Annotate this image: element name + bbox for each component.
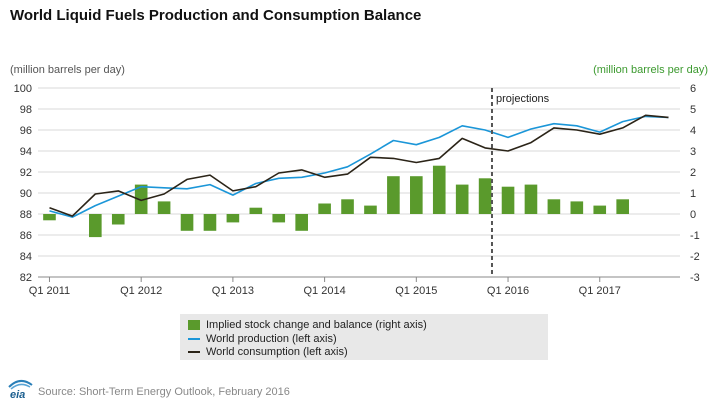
right-tick-label: -1 xyxy=(690,230,700,242)
chart-title: World Liquid Fuels Production and Consum… xyxy=(10,7,422,24)
x-tick-label: Q1 2017 xyxy=(579,285,621,297)
stock-change-bar xyxy=(616,199,629,214)
right-tick-label: 2 xyxy=(690,167,696,179)
left-axis-label: (million barrels per day) xyxy=(10,64,125,76)
right-tick-label: -3 xyxy=(690,272,700,284)
right-tick-label: 4 xyxy=(690,125,696,137)
left-tick-label: 92 xyxy=(20,167,32,179)
legend-item-bars: Implied stock change and balance (right … xyxy=(188,319,427,331)
right-tick-label: 3 xyxy=(690,146,696,158)
stock-change-bar xyxy=(43,214,56,221)
legend-label-consumption: World consumption (left axis) xyxy=(206,346,348,358)
stock-change-bar xyxy=(134,184,148,214)
legend-item-production: World production (left axis) xyxy=(188,333,337,345)
stock-change-bar xyxy=(180,214,194,231)
left-tick-label: 96 xyxy=(20,125,32,137)
stock-change-bar xyxy=(547,199,561,214)
right-tick-label: 5 xyxy=(690,104,696,116)
stock-change-bar xyxy=(341,199,354,214)
legend: Implied stock change and balance (right … xyxy=(180,314,548,360)
x-tick-label: Q1 2011 xyxy=(29,285,70,297)
legend-swatch-bars xyxy=(188,320,200,331)
x-tick-label: Q1 2012 xyxy=(120,285,162,297)
left-tick-label: 88 xyxy=(20,209,32,221)
stock-change-bar xyxy=(226,214,240,223)
left-tick-label: 100 xyxy=(14,83,32,95)
left-axis-ticks: 82 84 86 88 90 92 94 96 98 100 xyxy=(14,83,32,284)
x-tick-label: Q1 2014 xyxy=(304,285,346,297)
logo-text: eia xyxy=(10,389,25,400)
stock-change-bar xyxy=(364,205,377,214)
left-tick-label: 90 xyxy=(20,188,32,200)
x-axis-ticks: Q1 2011 Q1 2012 Q1 2013 Q1 2014 Q1 2015 Q1 20… xyxy=(29,277,621,297)
stock-change-bar xyxy=(203,214,217,231)
x-tick-label: Q1 2016 xyxy=(487,285,529,297)
right-axis-label: (million barrels per day) xyxy=(593,64,708,76)
right-axis-ticks: -3 -2 -1 0 1 2 3 4 5 6 xyxy=(690,83,700,284)
production-line xyxy=(49,115,669,218)
right-tick-label: 6 xyxy=(690,83,696,95)
gridlines xyxy=(38,87,680,257)
stock-change-bar xyxy=(410,176,423,214)
right-tick-label: 0 xyxy=(690,209,696,221)
projection-label: projections xyxy=(496,93,550,105)
consumption-line xyxy=(49,114,669,217)
stock-change-bar xyxy=(249,207,263,214)
legend-item-consumption: World consumption (left axis) xyxy=(188,346,348,358)
left-tick-label: 82 xyxy=(20,272,32,284)
stock-change-bar xyxy=(524,184,538,214)
source-note: Source: Short-Term Energy Outlook, Febru… xyxy=(38,386,290,398)
left-tick-label: 86 xyxy=(20,230,32,242)
legend-swatch-production xyxy=(188,338,200,341)
legend-label-production: World production (left axis) xyxy=(206,333,337,345)
stock-change-bar xyxy=(432,165,446,214)
left-tick-label: 98 xyxy=(20,104,32,116)
legend-label-bars: Implied stock change and balance (right … xyxy=(206,319,427,331)
right-tick-label: -2 xyxy=(690,251,700,263)
left-tick-label: 84 xyxy=(20,251,32,263)
x-tick-label: Q1 2013 xyxy=(212,285,254,297)
legend-swatch-consumption xyxy=(188,351,200,354)
left-tick-label: 94 xyxy=(20,146,32,158)
stock-change-bar xyxy=(111,214,125,225)
stock-change-bar xyxy=(455,184,469,214)
stock-change-bar xyxy=(272,214,286,223)
stock-change-bar xyxy=(501,186,515,214)
bar-series xyxy=(43,165,629,238)
right-tick-label: 1 xyxy=(690,188,696,200)
stock-change-bar xyxy=(295,214,308,231)
stock-change-bar xyxy=(593,205,607,214)
stock-change-bar xyxy=(478,178,492,214)
stock-change-bar xyxy=(318,203,331,214)
stock-change-bar xyxy=(89,214,102,238)
eia-logo: eia xyxy=(8,380,33,400)
stock-change-bar xyxy=(157,201,171,214)
x-tick-label: Q1 2015 xyxy=(395,285,437,297)
line-series xyxy=(49,114,669,218)
stock-change-bar xyxy=(387,176,400,214)
stock-change-bar xyxy=(570,201,584,214)
